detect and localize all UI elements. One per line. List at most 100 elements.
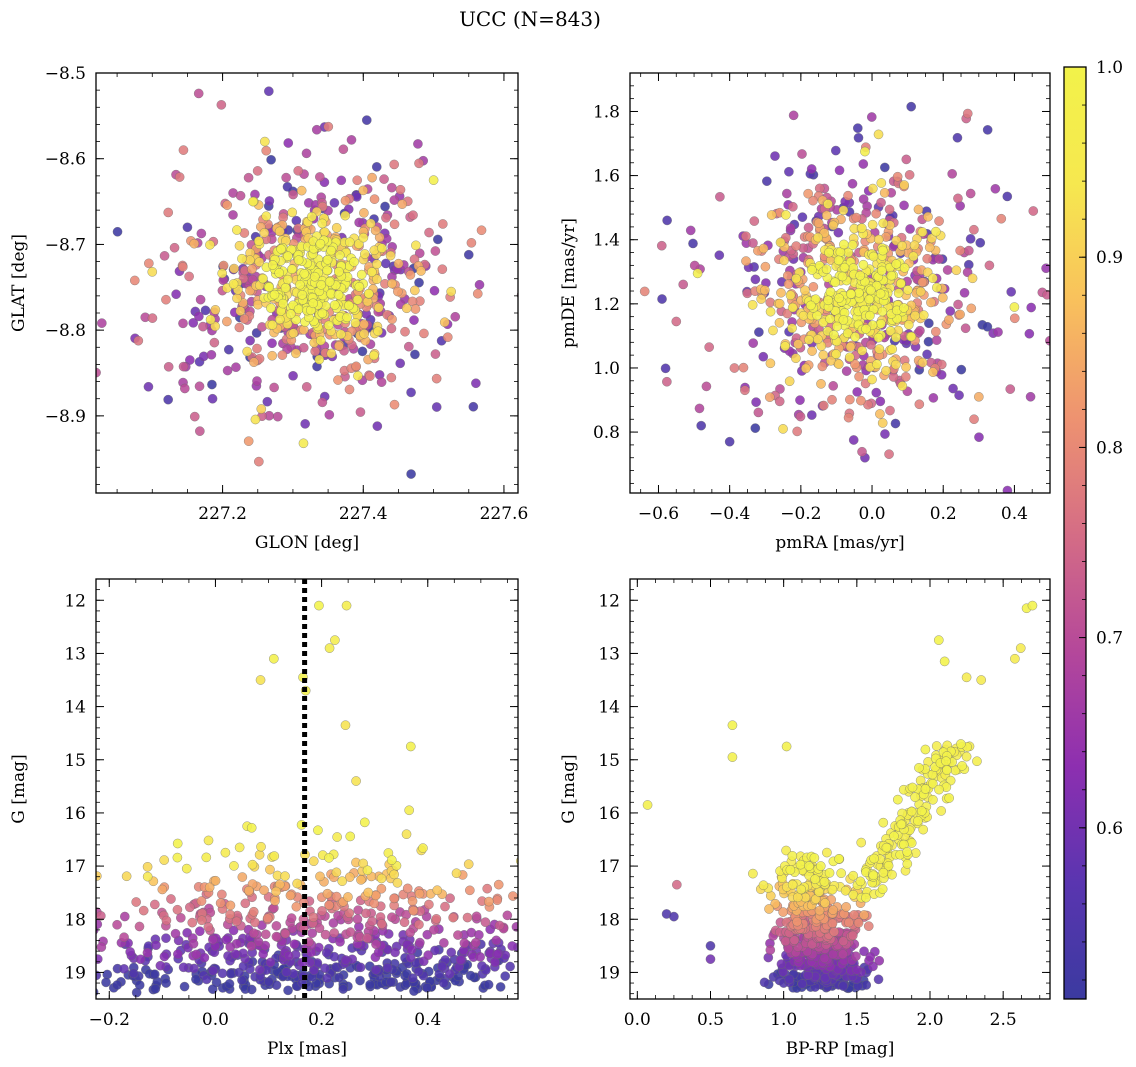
scatter-point	[3, 957, 12, 966]
scatter-point	[401, 829, 412, 839]
scatter-point	[854, 371, 864, 382]
scatter-point	[229, 861, 239, 871]
scatter-point	[906, 331, 917, 342]
scatter-point	[356, 269, 367, 280]
scatter-point	[784, 376, 795, 386]
scatter-point	[254, 850, 265, 860]
scatter-point	[966, 303, 977, 314]
y-tick-label: 1.8	[593, 102, 620, 122]
scatter-point	[188, 318, 199, 328]
scatter-point	[837, 271, 848, 282]
scatter-point	[841, 366, 852, 376]
scatter-point	[852, 965, 862, 975]
scatter-point	[308, 912, 319, 923]
scatter-point	[451, 868, 462, 879]
scatter-point	[264, 196, 275, 206]
scatter-point	[377, 243, 387, 253]
scatter-point	[329, 198, 340, 208]
scatter-point	[453, 930, 463, 940]
scatter-point	[262, 913, 273, 924]
scatter-point	[386, 372, 397, 383]
scatter-point	[362, 115, 372, 125]
scatter-point	[876, 178, 887, 188]
scatter-point	[671, 316, 682, 327]
scatter-point	[1015, 643, 1026, 653]
scatter-point	[150, 984, 161, 994]
scatter-point	[896, 819, 907, 830]
scatter-point	[209, 337, 220, 348]
scatter-point	[1027, 600, 1038, 611]
scatter-point	[945, 306, 956, 316]
scatter-point	[798, 310, 809, 321]
scatter-point	[803, 222, 814, 233]
scatter-point	[462, 912, 473, 923]
scatter-point	[1010, 653, 1020, 664]
scatter-point	[651, 971, 660, 980]
scatter-point	[828, 949, 838, 960]
scatter-point	[974, 432, 984, 442]
scatter-point	[437, 264, 448, 274]
scatter-point	[878, 218, 888, 229]
scatter-point	[264, 86, 274, 96]
scatter-point	[430, 349, 441, 359]
scatter-point	[264, 282, 274, 292]
scatter-point	[231, 916, 242, 927]
scatter-point	[404, 341, 414, 352]
scatter-point	[642, 800, 653, 810]
scatter-point	[331, 867, 342, 878]
scatter-point	[666, 972, 675, 981]
scatter-point	[255, 964, 265, 975]
scatter-point	[330, 635, 340, 645]
scatter-point	[845, 342, 856, 352]
scatter-point	[321, 947, 332, 958]
scatter-point	[322, 888, 333, 899]
scatter-point	[493, 879, 504, 890]
scatter-point	[917, 357, 928, 368]
scatter-point	[326, 245, 336, 256]
scatter-point	[199, 952, 210, 963]
scatter-point	[376, 873, 387, 884]
scatter-point	[344, 300, 354, 311]
scatter-point	[913, 816, 923, 826]
scatter-point	[465, 970, 476, 981]
colorbar-tick-label: 0.9	[1096, 248, 1123, 268]
scatter-point	[1028, 206, 1039, 216]
scatter-point	[459, 938, 470, 948]
scatter-point	[807, 346, 817, 356]
scatter-point	[914, 763, 924, 773]
scatter-point	[195, 426, 205, 436]
scatter-point	[785, 290, 796, 301]
scatter-point	[505, 961, 515, 972]
scatter-point	[780, 341, 790, 351]
scatter-point	[507, 941, 517, 951]
y-tick-label: 1.0	[593, 359, 620, 379]
scatter-point	[530, 978, 539, 987]
scatter-point	[195, 926, 205, 937]
scatter-point	[881, 842, 892, 853]
scatter-point	[283, 274, 293, 285]
scatter-point	[694, 968, 703, 977]
scatter-point	[234, 322, 245, 333]
scatter-point	[793, 339, 803, 349]
scatter-point	[189, 411, 200, 422]
scatter-point	[367, 916, 377, 927]
scatter-point	[340, 955, 351, 965]
scatter-point	[888, 372, 899, 382]
scatter-point	[996, 213, 1007, 224]
scatter-point	[878, 867, 889, 878]
scatter-point	[781, 845, 791, 856]
x-tick-label: 227.6	[480, 504, 529, 524]
scatter-point	[630, 942, 639, 951]
scatter-point	[797, 212, 808, 222]
scatter-point	[873, 332, 884, 343]
scatter-point	[817, 361, 828, 372]
scatter-point	[748, 238, 758, 248]
scatter-point	[868, 251, 879, 262]
scatter-point	[866, 340, 876, 350]
scatter-point	[355, 407, 366, 417]
scatter-point	[267, 320, 278, 330]
scatter-point	[424, 227, 434, 238]
scatter-point	[961, 751, 972, 762]
scatter-point	[519, 984, 528, 993]
scatter-point	[890, 418, 901, 429]
